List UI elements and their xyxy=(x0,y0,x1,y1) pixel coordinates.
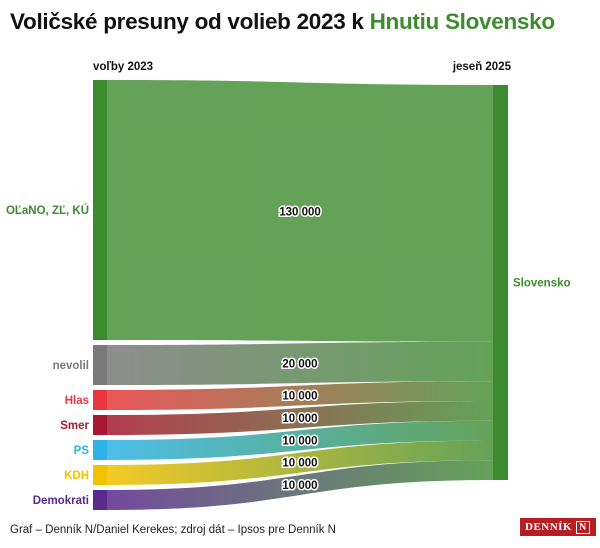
chart-title: Voličské presuny od volieb 2023 k Hnutiu… xyxy=(10,9,555,35)
source-label-smer: Smer xyxy=(60,420,89,432)
flow-link-smer xyxy=(107,401,493,435)
flow-link-ps xyxy=(107,420,493,460)
flow-link-demokrati xyxy=(107,460,493,510)
source-label-kdh: KDH xyxy=(64,470,89,482)
source-label-hlas: Hlas xyxy=(65,395,89,407)
source-label-nevolil: nevolil xyxy=(53,360,89,372)
source-node-ol-ano-zl-ku xyxy=(93,80,107,340)
source-credit: Graf – Denník N/Daniel Kerekes; zdroj dá… xyxy=(10,524,336,536)
value-label-nevolil: 20 000 xyxy=(282,358,317,370)
value-label-ps: 10 000 xyxy=(282,435,317,447)
logo-mark: N xyxy=(576,520,590,534)
source-node-hlas xyxy=(93,390,107,410)
flow-link-nevolil xyxy=(107,341,493,385)
title-highlight: Hnutiu Slovensko xyxy=(369,9,556,34)
value-label-kdh: 10 000 xyxy=(282,458,317,470)
dennik-n-logo: DENNÍK N xyxy=(520,518,596,536)
flow-link-kdh xyxy=(107,440,493,485)
value-label-smer: 10 000 xyxy=(282,413,317,425)
logo-text: DENNÍK xyxy=(525,521,573,533)
source-label-ps: PS xyxy=(74,445,90,457)
source-node-nevolil xyxy=(93,345,107,385)
title-prefix: Voličské presuny od volieb 2023 k xyxy=(10,9,364,34)
source-node-smer xyxy=(93,415,107,435)
source-node-kdh xyxy=(93,465,107,485)
source-label-demokrati: Demokrati xyxy=(33,495,89,507)
target-node-slovensko xyxy=(493,85,508,480)
flow-link-hlas xyxy=(107,381,493,410)
source-node-ps xyxy=(93,440,107,460)
flow-links xyxy=(107,80,493,510)
source-label-ol-ano-zl-ku: OĽaNO, ZĽ, KÚ xyxy=(6,204,89,217)
value-label-hlas: 10 000 xyxy=(282,391,317,403)
source-node-demokrati xyxy=(93,490,107,510)
left-column-label: voľby 2023 xyxy=(93,61,154,73)
value-label-demokrati: 10 000 xyxy=(282,480,317,492)
flow-nodes xyxy=(93,80,508,510)
flow-link-ol-ano-zl-ku xyxy=(107,80,493,342)
flow-labels: OĽaNO, ZĽ, KÚ 130 000 nevolil 20 000 Hlas 10 … xyxy=(6,204,571,507)
value-label-ol-ano-zl-ku: 130 000 xyxy=(279,207,321,219)
right-column-label: jeseň 2025 xyxy=(452,61,511,73)
target-label: Slovensko xyxy=(513,278,571,290)
